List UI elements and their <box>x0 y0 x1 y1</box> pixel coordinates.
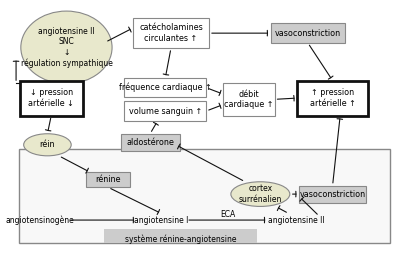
Text: cortex
surrénalien: cortex surrénalien <box>239 185 282 204</box>
Text: angiotensine II: angiotensine II <box>268 216 325 224</box>
Bar <box>105 229 257 244</box>
Bar <box>121 134 179 151</box>
Bar <box>297 81 368 116</box>
Text: système rénine-angiotensine: système rénine-angiotensine <box>125 234 236 244</box>
Text: réin: réin <box>40 140 55 149</box>
Text: rénine: rénine <box>95 175 121 184</box>
Text: ECA: ECA <box>221 210 236 220</box>
Text: ↑ pression
artérielle ↑: ↑ pression artérielle ↑ <box>310 88 356 108</box>
Text: angiotensine II
SNC
↓
régulation sympathique: angiotensine II SNC ↓ régulation sympath… <box>21 27 112 68</box>
Text: volume sanguin ↑: volume sanguin ↑ <box>129 106 202 116</box>
Ellipse shape <box>24 134 71 156</box>
Bar <box>124 78 206 97</box>
Ellipse shape <box>21 11 112 84</box>
Text: angiotensine I: angiotensine I <box>134 216 188 224</box>
Text: fréquence cardiaque ↑: fréquence cardiaque ↑ <box>119 83 212 92</box>
Bar <box>19 149 390 244</box>
Text: aldostérone: aldostérone <box>126 138 174 147</box>
Ellipse shape <box>231 182 290 206</box>
Bar <box>124 101 206 121</box>
Bar <box>299 186 366 203</box>
Bar <box>133 18 209 48</box>
Text: débit
cardiaque ↑: débit cardiaque ↑ <box>224 90 274 109</box>
Text: angiotensinogène: angiotensinogène <box>6 215 74 225</box>
Bar <box>271 23 345 43</box>
Bar <box>223 83 274 116</box>
Text: ↓ pression
artérielle ↓: ↓ pression artérielle ↓ <box>28 88 74 108</box>
Bar <box>20 81 83 116</box>
Bar <box>86 172 130 187</box>
Text: vasoconstriction: vasoconstriction <box>299 189 366 199</box>
Text: vasoconstriction: vasoconstriction <box>275 29 341 38</box>
Text: catécholamines
circulantes ↑: catécholamines circulantes ↑ <box>139 23 203 43</box>
